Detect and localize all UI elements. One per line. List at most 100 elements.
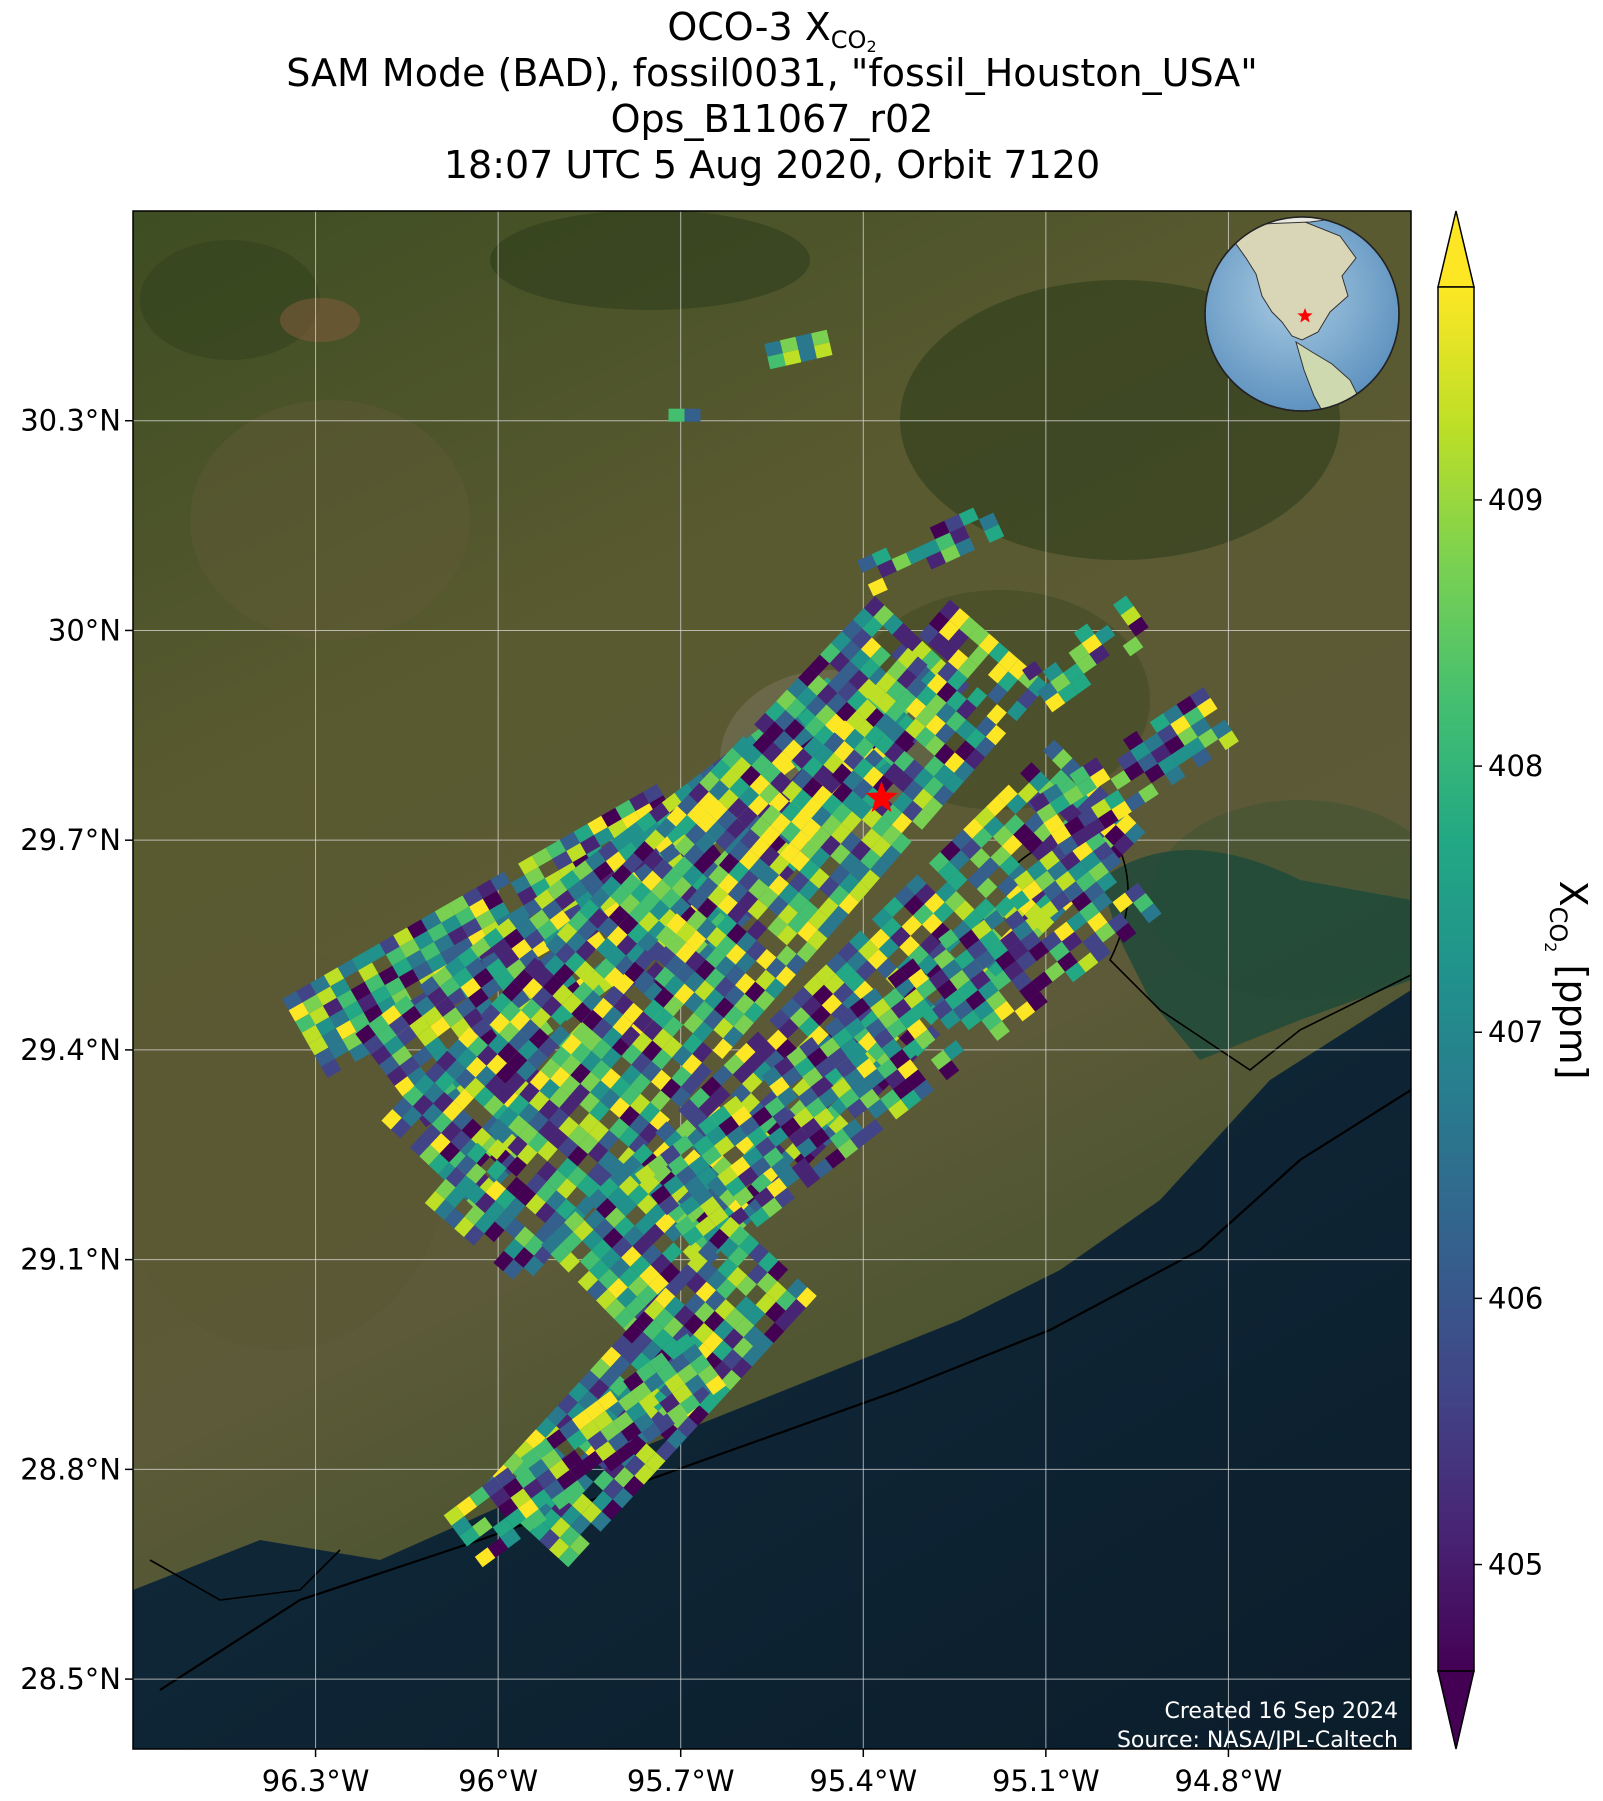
- sounding-cell: [957, 979, 978, 1000]
- sounding-cell: [1042, 783, 1064, 804]
- sounding-cell: [998, 650, 1019, 672]
- sounding-cell: [810, 1005, 831, 1026]
- sounding-cell: [800, 838, 821, 860]
- sounding-cell: [941, 959, 963, 980]
- sounding-cell: [779, 336, 799, 354]
- sounding-cell: [938, 929, 959, 950]
- sounding-cell: [894, 885, 916, 907]
- sounding-cell: [675, 1119, 697, 1140]
- sounding-cell: [930, 1049, 952, 1070]
- sounding-cell: [517, 1123, 539, 1145]
- sounding-cell: [592, 1410, 614, 1431]
- sounding-cell: [764, 1322, 785, 1343]
- sounding-cell: [1190, 717, 1212, 738]
- sounding-cell: [652, 858, 673, 880]
- sounding-cell: [696, 1165, 718, 1186]
- sounding-cell: [577, 1270, 599, 1292]
- sounding-cell: [1015, 950, 1037, 971]
- sounding-cell: [603, 1478, 624, 1500]
- sounding-cell: [770, 813, 792, 834]
- sounding-cell: [682, 1033, 703, 1054]
- sounding-cell: [954, 949, 975, 970]
- sounding-cell: [865, 1018, 887, 1039]
- sounding-cell: [598, 1177, 619, 1198]
- sounding-cell: [506, 959, 528, 979]
- sounding-cell: [1150, 743, 1172, 764]
- sounding-cell: [777, 924, 798, 946]
- sounding-cell: [960, 1010, 982, 1031]
- sounding-cell: [466, 1056, 487, 1078]
- sounding-cell: [556, 1469, 578, 1490]
- sounding-cell: [580, 870, 601, 891]
- sounding-cell: [533, 1438, 554, 1459]
- sounding-cell: [592, 1490, 613, 1512]
- sounding-cell: [482, 890, 504, 911]
- sounding-cell: [1083, 881, 1105, 902]
- sounding-cell: [798, 666, 819, 687]
- sounding-cell: [781, 1066, 803, 1087]
- sounding-cell: [522, 978, 543, 999]
- sounding-cell: [929, 611, 950, 633]
- sounding-cell: [487, 1139, 508, 1160]
- sounding-cell: [631, 1052, 652, 1074]
- sounding-cell: [548, 1107, 569, 1129]
- sounding-cell: [314, 1047, 335, 1067]
- sounding-cell: [831, 1078, 852, 1099]
- sounding-cell: [788, 892, 809, 913]
- sounding-cell: [973, 1000, 994, 1021]
- sounding-cell: [707, 1206, 729, 1227]
- sounding-cell: [912, 904, 934, 925]
- sounding-cell: [398, 969, 420, 989]
- sounding-cell: [801, 995, 822, 1017]
- sounding-cell: [849, 649, 871, 670]
- sounding-cell: [1041, 931, 1062, 952]
- sounding-cell: [881, 1038, 903, 1059]
- latitude-tick-labels: 30.3°N30°N29.7°N29.4°N29.1°N28.8°N28.5°N: [20, 404, 133, 1696]
- sounding-cell: [746, 940, 767, 961]
- sounding-cell: [516, 1060, 537, 1081]
- sounding-cell: [826, 953, 847, 974]
- sounding-cell: [1124, 791, 1146, 812]
- sounding-cell: [516, 919, 538, 939]
- sounding-cell: [523, 1255, 544, 1277]
- sounding-cell: [695, 1216, 716, 1237]
- sounding-cell: [1069, 766, 1090, 786]
- sounding-cell: [528, 1028, 550, 1049]
- sounding-cell: [681, 1074, 702, 1096]
- sounding-cell: [660, 888, 681, 909]
- sounding-cell: [643, 1223, 665, 1245]
- sounding-cell: [546, 879, 568, 900]
- sounding-cell: [912, 788, 934, 810]
- sounding-cell: [642, 1019, 663, 1041]
- sounding-cell: [559, 870, 581, 890]
- sounding-cell: [957, 657, 979, 679]
- sounding-cell: [571, 1042, 592, 1064]
- sounding-cell: [963, 818, 984, 839]
- sounding-cell: [871, 908, 893, 929]
- sounding-cell: [434, 996, 456, 1017]
- sounding-cell: [1063, 663, 1084, 684]
- sounding-cell: [696, 918, 717, 939]
- sounding-cell: [556, 1178, 577, 1199]
- sounding-cell: [485, 1200, 506, 1222]
- sounding-cell: [1090, 768, 1111, 788]
- sounding-cell: [524, 1235, 545, 1256]
- sounding-cell: [723, 1026, 744, 1047]
- sounding-cell: [634, 1164, 656, 1185]
- sounding-cell: [447, 926, 469, 946]
- sounding-cell: [649, 802, 670, 823]
- sounding-cell: [965, 990, 986, 1011]
- sounding-cell: [494, 1209, 516, 1231]
- sounding-cell: [894, 976, 916, 998]
- sounding-cell: [612, 1014, 633, 1036]
- sounding-cell: [956, 699, 977, 720]
- sounding-cell: [697, 1364, 719, 1385]
- sounding-cell: [738, 786, 760, 807]
- sounding-cell: [543, 1479, 565, 1500]
- sounding-cell: [665, 1275, 687, 1297]
- sounding-cell: [978, 980, 999, 1001]
- sounding-cell: [623, 1002, 644, 1024]
- sounding-cell: [756, 949, 777, 970]
- sounding-cell: [544, 954, 565, 976]
- sounding-cell: [399, 1056, 421, 1077]
